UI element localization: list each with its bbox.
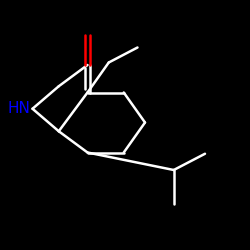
Text: HN: HN [8,101,30,116]
